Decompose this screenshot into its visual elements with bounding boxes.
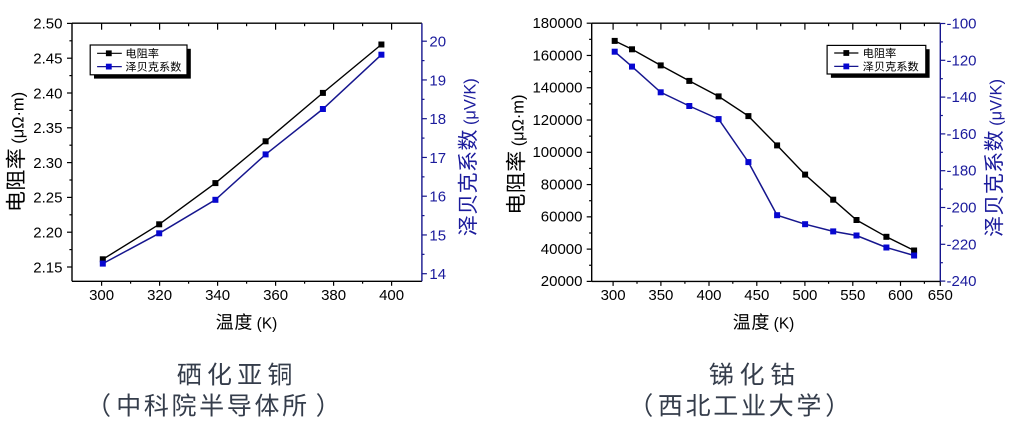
svg-text:-200: -200 [947,200,977,217]
svg-text:2.45: 2.45 [33,51,62,68]
svg-text:400: 400 [379,287,404,304]
svg-text:2.15: 2.15 [33,259,62,276]
svg-text:-220: -220 [947,236,977,253]
svg-text:300: 300 [89,287,114,304]
svg-text:380: 380 [321,287,346,304]
svg-text:-140: -140 [947,89,977,106]
svg-text:(μV/K): (μV/K) [988,79,1006,126]
svg-text:320: 320 [147,287,172,304]
svg-text:180000: 180000 [532,15,582,32]
svg-text:2.40: 2.40 [33,85,62,102]
svg-text:2.25: 2.25 [33,190,62,207]
svg-text:650: 650 [928,287,953,304]
svg-text:500: 500 [792,287,817,304]
svg-text:2.35: 2.35 [33,120,62,137]
svg-text:-100: -100 [947,16,977,33]
svg-text:120000: 120000 [532,112,582,129]
svg-text:15: 15 [429,227,446,244]
svg-text:2.20: 2.20 [33,225,62,242]
svg-text:360: 360 [263,287,288,304]
svg-text:(μΩ·m): (μΩ·m) [510,95,528,147]
svg-text:80000: 80000 [541,176,583,193]
svg-text:160000: 160000 [532,47,582,64]
svg-text:40000: 40000 [541,241,583,258]
svg-text:16: 16 [429,189,446,206]
svg-text:-120: -120 [947,52,977,69]
svg-text:300: 300 [601,287,626,304]
svg-text:-240: -240 [947,273,977,290]
svg-text:550: 550 [840,287,865,304]
svg-text:2.30: 2.30 [33,155,62,172]
svg-text:14: 14 [429,266,446,283]
svg-text:-180: -180 [947,163,977,180]
svg-text:100000: 100000 [532,144,582,161]
svg-text:340: 340 [205,287,230,304]
svg-text:350: 350 [648,287,673,304]
svg-text:2.50: 2.50 [33,16,62,33]
svg-text:20000: 20000 [541,273,583,290]
svg-text:(μV/K): (μV/K) [461,78,479,125]
svg-text:600: 600 [888,287,913,304]
svg-text:140000: 140000 [532,80,582,97]
svg-text:20: 20 [429,34,446,51]
svg-text:19: 19 [429,72,446,89]
svg-text:(K): (K) [774,316,795,333]
svg-text:17: 17 [429,150,446,167]
svg-text:18: 18 [429,111,446,128]
svg-text:450: 450 [744,287,769,304]
svg-text:400: 400 [696,287,721,304]
svg-text:60000: 60000 [541,209,583,226]
svg-text:-160: -160 [947,126,977,143]
svg-text:(μΩ·m): (μΩ·m) [9,92,27,144]
svg-text:(K): (K) [257,316,278,333]
